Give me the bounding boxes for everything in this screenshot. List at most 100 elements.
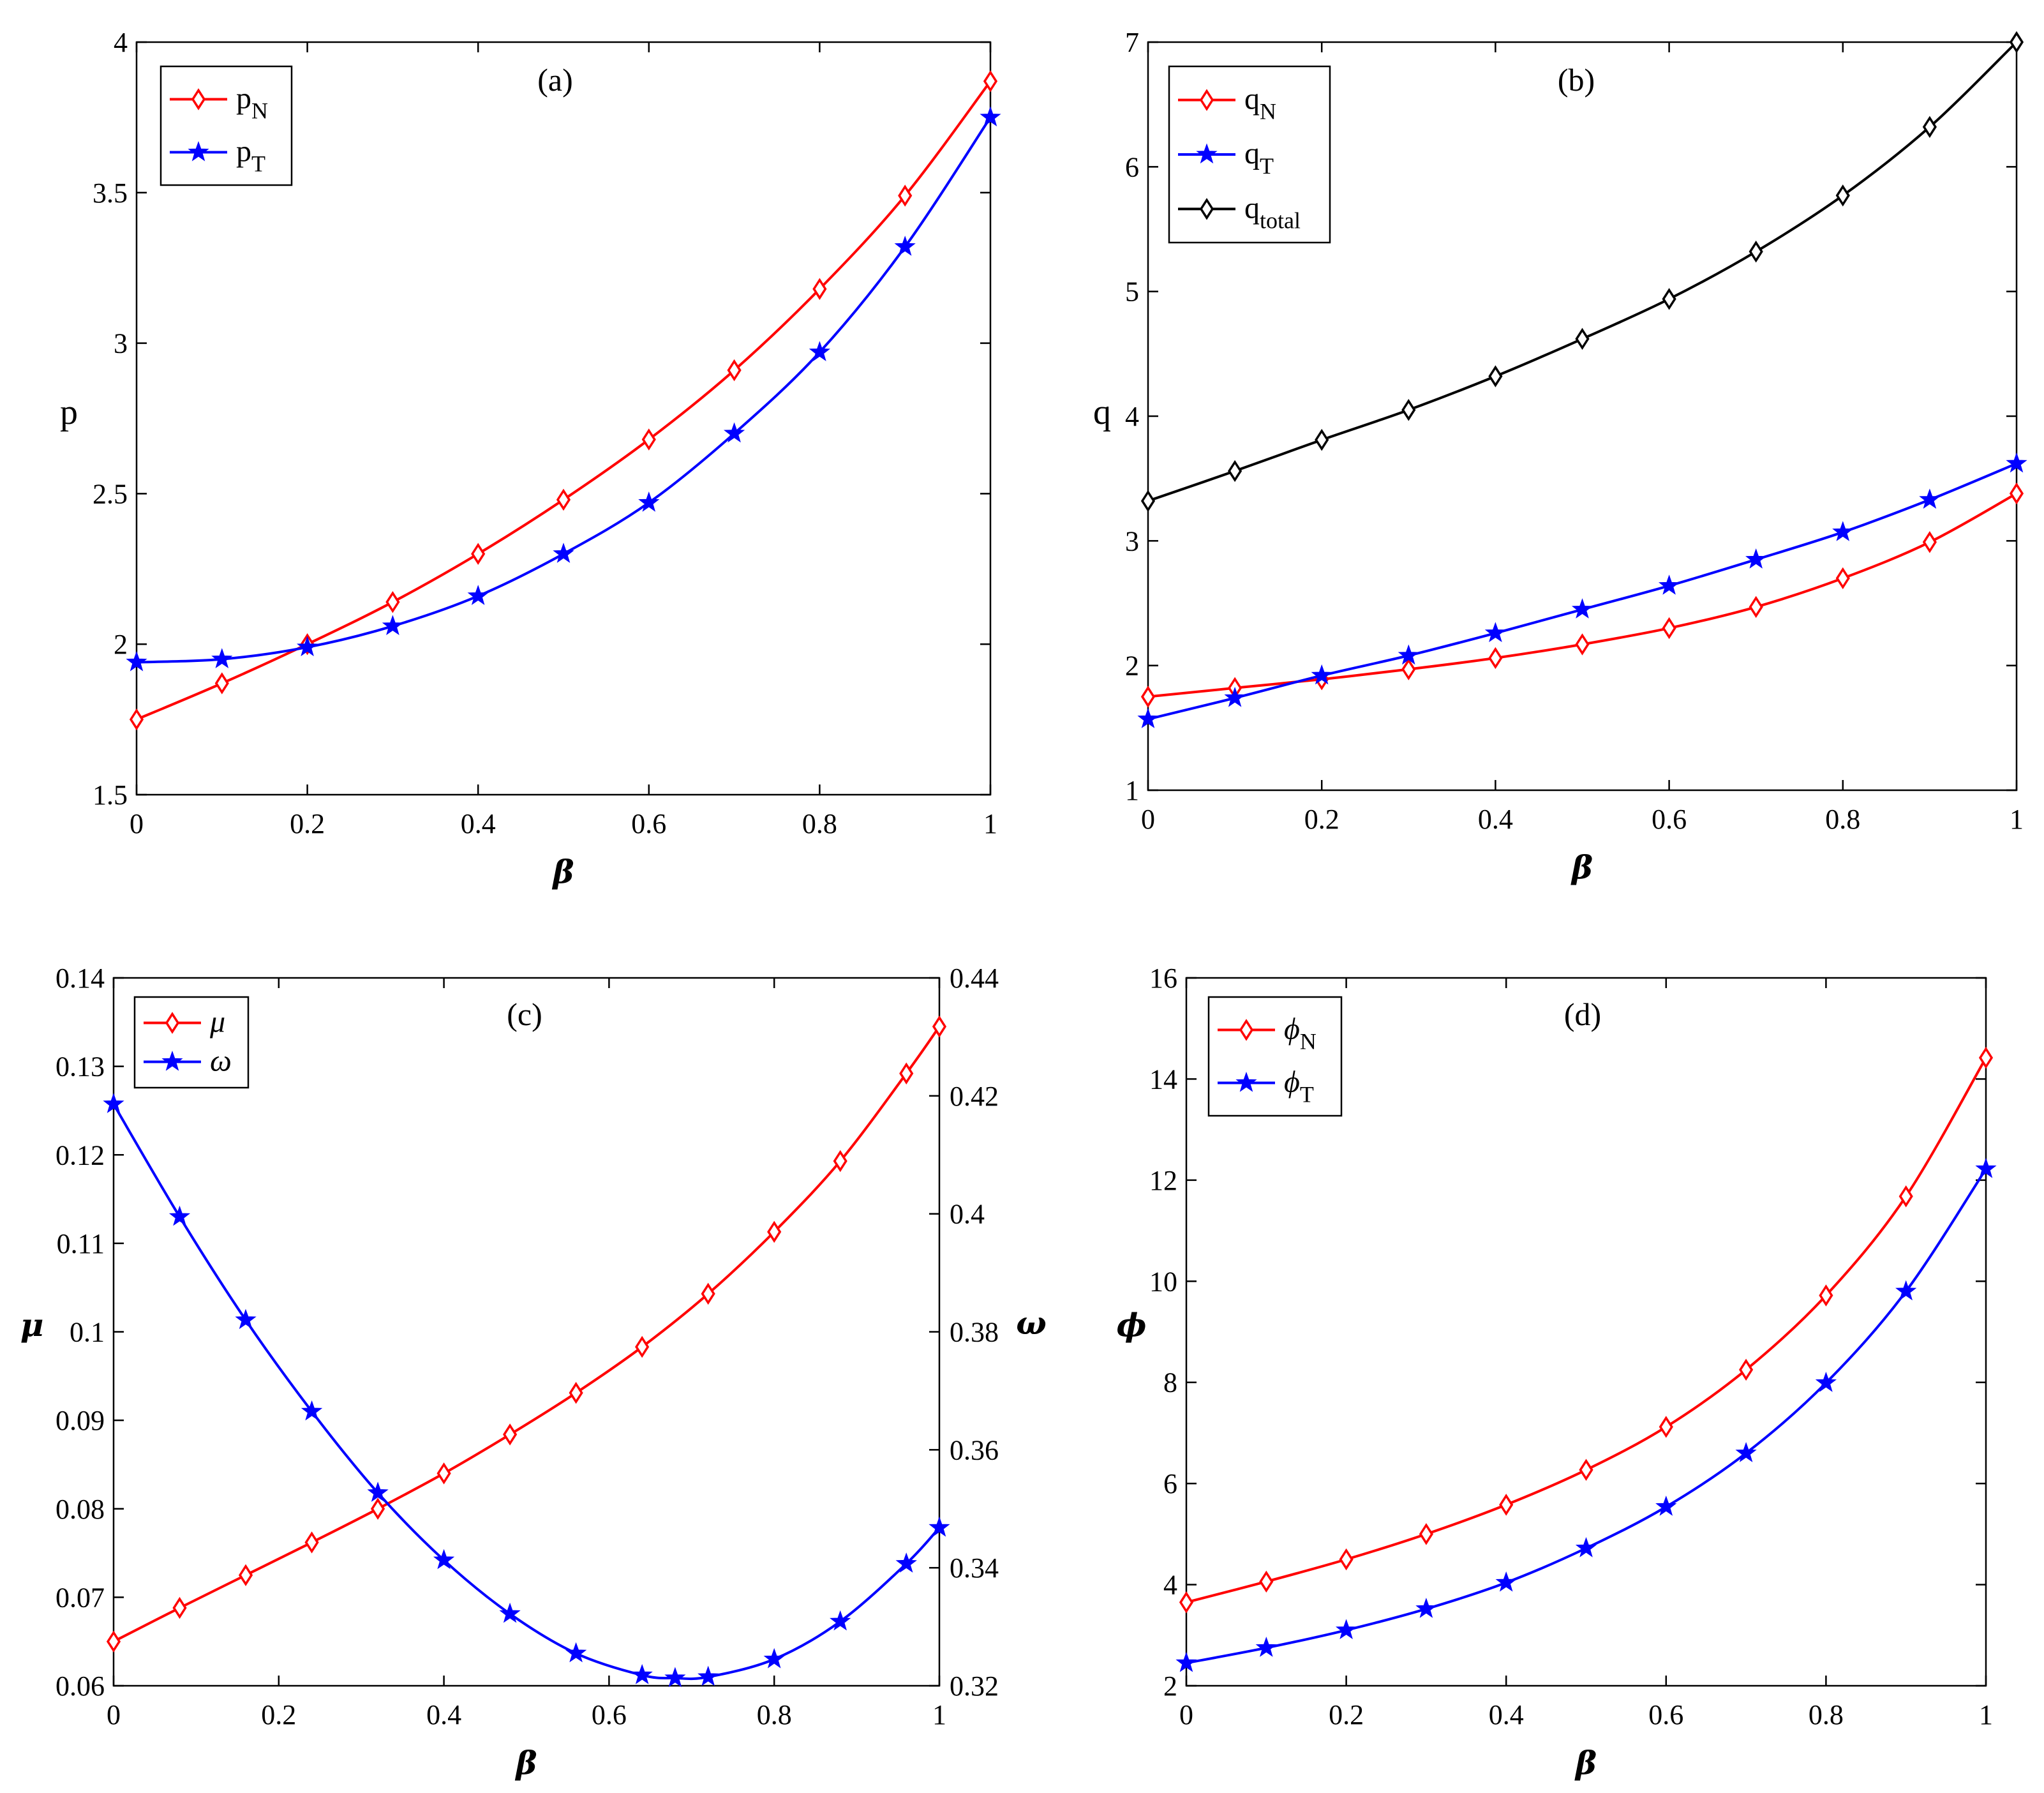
data-point	[1735, 1442, 1757, 1462]
y-tick-label: 0.12	[56, 1139, 105, 1171]
data-point	[638, 491, 660, 512]
y-tick-label: 16	[1149, 963, 1177, 994]
data-point	[899, 1062, 914, 1084]
y-tick-label: 0.13	[56, 1051, 105, 1083]
data-point	[1978, 1046, 1994, 1069]
x-tick-label: 0	[107, 1699, 121, 1730]
legend-box	[133, 996, 250, 1089]
x-tick-label: 0.2	[290, 808, 325, 839]
data-point	[664, 1667, 686, 1688]
y-tick-label: 0.09	[56, 1405, 105, 1436]
panel-a: 0 0.2 0.4 0.6 0.8 1 1.5 2 2.5 3 3.5 4 β p (a) pN pT	[60, 27, 1001, 890]
x-tick-label: 1	[1979, 1699, 1993, 1730]
legend: μω	[133, 996, 250, 1089]
legend-marker	[191, 88, 206, 110]
data-point	[1228, 460, 1242, 483]
data-point	[767, 1220, 782, 1243]
data-point	[1919, 488, 1941, 509]
y-axis-label: μ	[20, 1306, 44, 1344]
y-tick-label: 1.5	[93, 779, 128, 811]
data-point	[467, 585, 489, 605]
data-point	[1255, 1637, 1277, 1657]
x-tick-label: 0	[130, 808, 144, 839]
x-tick-label: 1	[983, 808, 997, 839]
data-point	[1749, 596, 1763, 619]
y-tick-label: 0.1	[70, 1317, 105, 1348]
panel-title: (b)	[1558, 62, 1595, 98]
y-tick-label: 6	[1163, 1468, 1177, 1499]
panel-title: (d)	[1564, 996, 1601, 1032]
plot-frame	[1185, 977, 1987, 1687]
x-tick-label: 0.2	[1329, 1699, 1364, 1730]
data-point	[499, 1602, 521, 1623]
data-point	[1488, 365, 1503, 387]
data-point	[894, 236, 916, 256]
y-tick-label: 3	[114, 328, 128, 359]
y-tick-label: 2	[1163, 1670, 1177, 1702]
y-tick-label: 4	[1163, 1570, 1177, 1601]
series-line	[113, 1026, 941, 1643]
data-point	[1575, 633, 1590, 656]
y-right-tick-label: 0.36	[950, 1434, 999, 1466]
data-point	[106, 1630, 121, 1653]
data-point	[1658, 574, 1680, 595]
data-point	[1662, 617, 1676, 640]
y-tick-label: 0.06	[56, 1670, 105, 1702]
x-tick-label: 0	[1141, 804, 1155, 835]
data-point	[382, 615, 404, 635]
data-point	[238, 1564, 253, 1586]
series-line	[1186, 1168, 1987, 1665]
legend-marker	[1235, 1072, 1257, 1092]
data-point	[211, 648, 233, 668]
y-tick-label: 6	[1125, 151, 1139, 183]
series-ϕT	[1175, 1157, 1997, 1672]
y-tick-label: 12	[1149, 1165, 1177, 1196]
x-axis-label: β	[1574, 1744, 1597, 1782]
data-point	[1835, 567, 1850, 590]
data-point	[1398, 644, 1419, 665]
y-tick-label: 3.5	[93, 177, 128, 209]
data-point	[641, 428, 656, 451]
data-point	[1224, 687, 1246, 707]
legend: pN pT	[160, 65, 293, 186]
data-point	[895, 1552, 917, 1573]
legend-marker	[1199, 89, 1214, 111]
data-point	[503, 1423, 518, 1446]
panel-title: (c)	[507, 996, 542, 1032]
data-point	[727, 359, 742, 382]
data-point	[436, 1462, 451, 1485]
series-qT	[1137, 452, 2027, 728]
x-axis-label: β	[551, 853, 574, 890]
series-ϕN	[1179, 1046, 1994, 1614]
x-axis-label: β	[514, 1744, 537, 1782]
legend-label: ω	[210, 1044, 232, 1078]
data-point	[1575, 1536, 1597, 1557]
data-point	[1832, 521, 1854, 541]
data-point	[2009, 482, 2024, 505]
y-right-tick-label: 0.34	[950, 1552, 999, 1584]
panel-c: 0 0.2 0.4 0.6 0.8 1 0.06 0.07 0.08 0.09 0.1 0.11 0.1…	[20, 963, 1047, 1782]
legend-marker	[188, 141, 209, 161]
legend-marker	[165, 1012, 180, 1034]
legend-marker	[161, 1051, 183, 1071]
data-point	[1488, 647, 1503, 670]
data-point	[1899, 1185, 1913, 1208]
data-point	[1745, 548, 1767, 569]
data-point	[471, 543, 486, 565]
data-point	[1495, 1571, 1517, 1592]
x-tick-label: 0.4	[426, 1699, 461, 1730]
data-point	[983, 70, 998, 93]
data-point	[1835, 184, 1850, 207]
x-tick-label: 0.2	[261, 1699, 296, 1730]
data-point	[1922, 116, 1937, 139]
data-point	[1484, 622, 1507, 642]
data-point	[697, 1665, 719, 1686]
data-point	[556, 488, 571, 511]
data-point	[2009, 31, 2024, 54]
y-tick-label: 2	[114, 629, 128, 660]
series-line	[136, 80, 992, 721]
data-point	[1311, 664, 1332, 685]
y-tick-label: 4	[114, 27, 128, 58]
series-ω	[103, 1093, 950, 1688]
series-qtotal	[1140, 31, 2024, 513]
